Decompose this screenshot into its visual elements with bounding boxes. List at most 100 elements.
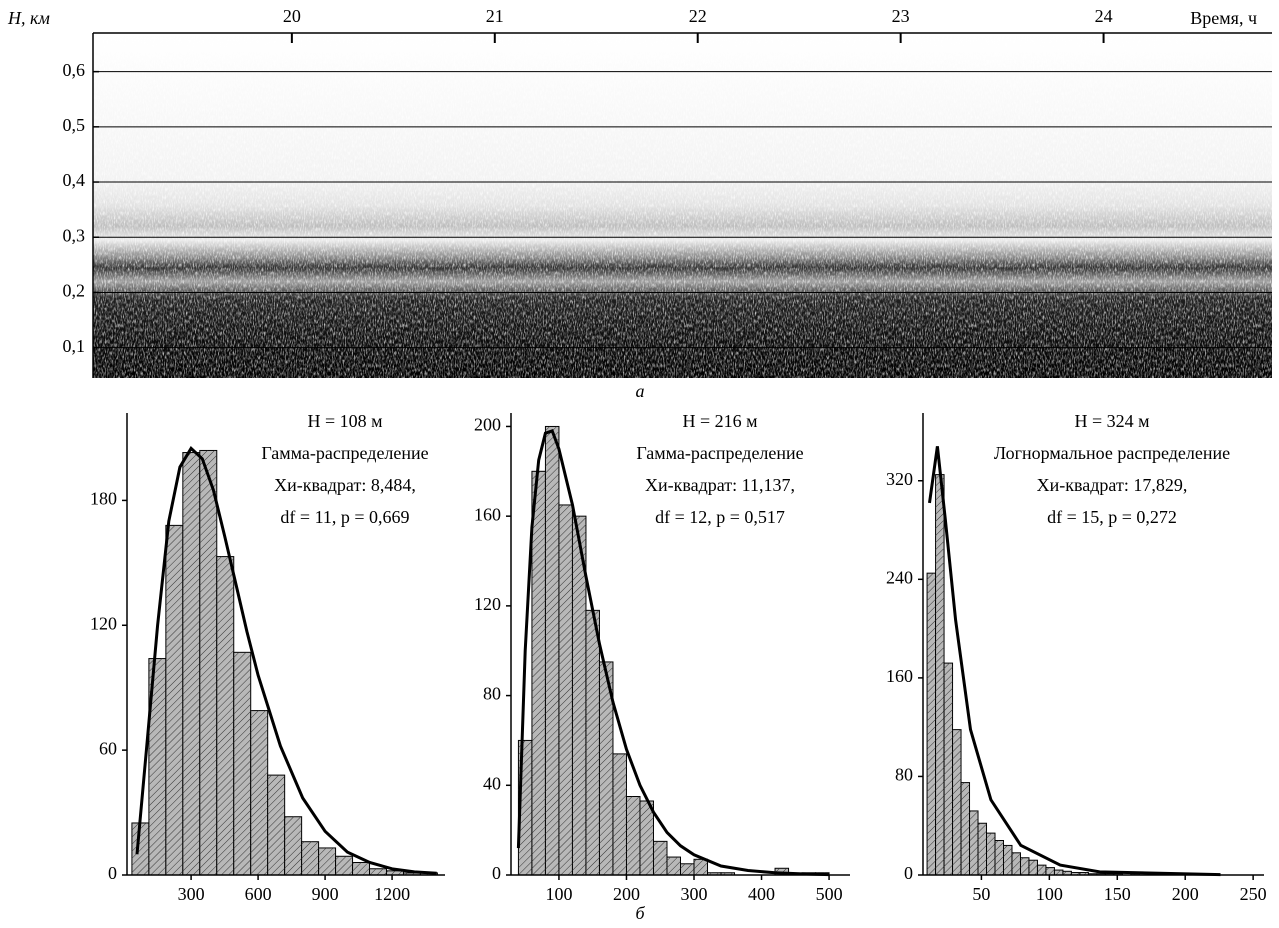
- panel-label: б: [635, 903, 645, 923]
- bar-hatch: [558, 504, 573, 875]
- y-tick-label: 0,3: [63, 225, 86, 245]
- panel-label: а: [636, 381, 645, 401]
- annotation: H = 324 м: [1074, 411, 1149, 431]
- bar-hatch: [131, 822, 149, 875]
- bar-hatch: [680, 863, 695, 875]
- annotation: Гамма-распределение: [636, 443, 803, 463]
- echogram-image: [93, 33, 1272, 378]
- bar-hatch: [653, 841, 667, 875]
- x-axis-label: Время, ч: [1190, 8, 1257, 28]
- bar-hatch: [626, 796, 640, 875]
- bar-hatch: [1054, 870, 1063, 875]
- bar-hatch: [927, 573, 936, 875]
- bar-hatch: [1062, 871, 1072, 875]
- x-tick-label: 1200: [374, 884, 410, 904]
- y-tick-label: 60: [99, 738, 117, 758]
- x-tick-label: 200: [1172, 884, 1199, 904]
- y-tick-label: 160: [474, 504, 501, 524]
- fit-curve: [135, 446, 437, 875]
- x-tick-label: 22: [689, 6, 707, 26]
- annotation: df = 11, p = 0,669: [280, 507, 409, 527]
- annotation: Хи-квадрат: 17,829,: [1037, 475, 1188, 495]
- bar-hatch: [250, 710, 268, 875]
- annotation: df = 15, p = 0,272: [1047, 507, 1177, 527]
- x-tick-label: 200: [613, 884, 640, 904]
- bar-hatch: [978, 823, 987, 875]
- bar-hatch: [1011, 852, 1021, 875]
- bar-hatch: [1079, 872, 1089, 875]
- bar-hatch: [612, 753, 627, 875]
- bar-hatch: [267, 775, 285, 875]
- bar-hatch: [182, 452, 200, 875]
- fit-curve: [928, 446, 1221, 877]
- bar-hatch: [1020, 857, 1029, 875]
- y-tick-label: 240: [886, 567, 913, 587]
- bar-hatch: [403, 872, 421, 875]
- x-tick-label: 20: [283, 6, 301, 26]
- y-tick-label: 120: [474, 594, 501, 614]
- x-tick-label: 400: [748, 884, 775, 904]
- x-tick-label: 150: [1104, 884, 1131, 904]
- bar-hatch: [1028, 860, 1038, 875]
- y-tick-label: 320: [886, 469, 913, 489]
- y-tick-label: 0,6: [63, 60, 86, 80]
- y-tick-label: 0: [904, 863, 913, 883]
- annotation: Хи-квадрат: 11,137,: [645, 475, 795, 495]
- bar-hatch: [233, 652, 251, 875]
- annotation: H = 108 м: [307, 411, 382, 431]
- bar-hatch: [585, 610, 600, 875]
- bar-hatch: [952, 729, 962, 875]
- y-tick-label: 80: [895, 765, 913, 785]
- bar-hatch: [935, 474, 945, 875]
- bar-hatch: [386, 870, 404, 875]
- bar-hatch: [165, 525, 183, 875]
- y-tick-label: 80: [483, 684, 501, 704]
- x-tick-label: 250: [1240, 884, 1267, 904]
- bar-hatch: [352, 862, 370, 875]
- annotation: df = 12, p = 0,517: [655, 507, 785, 527]
- annotation: Хи-квадрат: 8,484,: [274, 475, 416, 495]
- bar-hatch: [369, 868, 387, 875]
- bar-hatch: [969, 810, 979, 875]
- y-tick-label: 160: [886, 666, 913, 686]
- bar-hatch: [572, 516, 586, 875]
- bar-hatch: [721, 872, 735, 875]
- bar-hatch: [335, 856, 353, 875]
- x-tick-label: 24: [1095, 6, 1113, 26]
- y-axis-label: H, км: [7, 8, 50, 28]
- annotation: H = 216 м: [682, 411, 757, 431]
- x-tick-label: 50: [972, 884, 990, 904]
- bar-hatch: [284, 816, 302, 875]
- annotation: Гамма-распределение: [261, 443, 428, 463]
- x-tick-label: 100: [545, 884, 572, 904]
- x-tick-label: 21: [486, 6, 504, 26]
- bar-hatch: [944, 663, 953, 875]
- bar-hatch: [545, 426, 559, 875]
- y-tick-label: 40: [483, 773, 501, 793]
- y-tick-label: 180: [90, 489, 117, 509]
- bar-hatch: [531, 471, 546, 875]
- y-tick-label: 200: [474, 415, 501, 435]
- y-tick-label: 0: [108, 863, 117, 883]
- y-tick-label: 120: [90, 613, 117, 633]
- bar-hatch: [1071, 872, 1080, 875]
- bar-hatch: [1045, 867, 1055, 875]
- bar-hatch: [961, 782, 970, 875]
- bar-hatch: [199, 450, 217, 875]
- x-tick-label: 900: [312, 884, 339, 904]
- x-tick-label: 23: [892, 6, 910, 26]
- bar-hatch: [639, 800, 654, 875]
- x-tick-label: 300: [178, 884, 205, 904]
- y-tick-label: 0,1: [63, 336, 86, 356]
- x-tick-label: 600: [245, 884, 272, 904]
- x-tick-label: 100: [1036, 884, 1063, 904]
- bar-hatch: [694, 859, 708, 875]
- bar-hatch: [301, 841, 319, 875]
- y-tick-label: 0,2: [63, 281, 86, 301]
- bar-hatch: [148, 658, 166, 875]
- bar-hatch: [707, 872, 722, 875]
- y-tick-label: 0,4: [63, 170, 86, 190]
- bar-hatch: [1003, 845, 1012, 875]
- bar-hatch: [318, 847, 336, 875]
